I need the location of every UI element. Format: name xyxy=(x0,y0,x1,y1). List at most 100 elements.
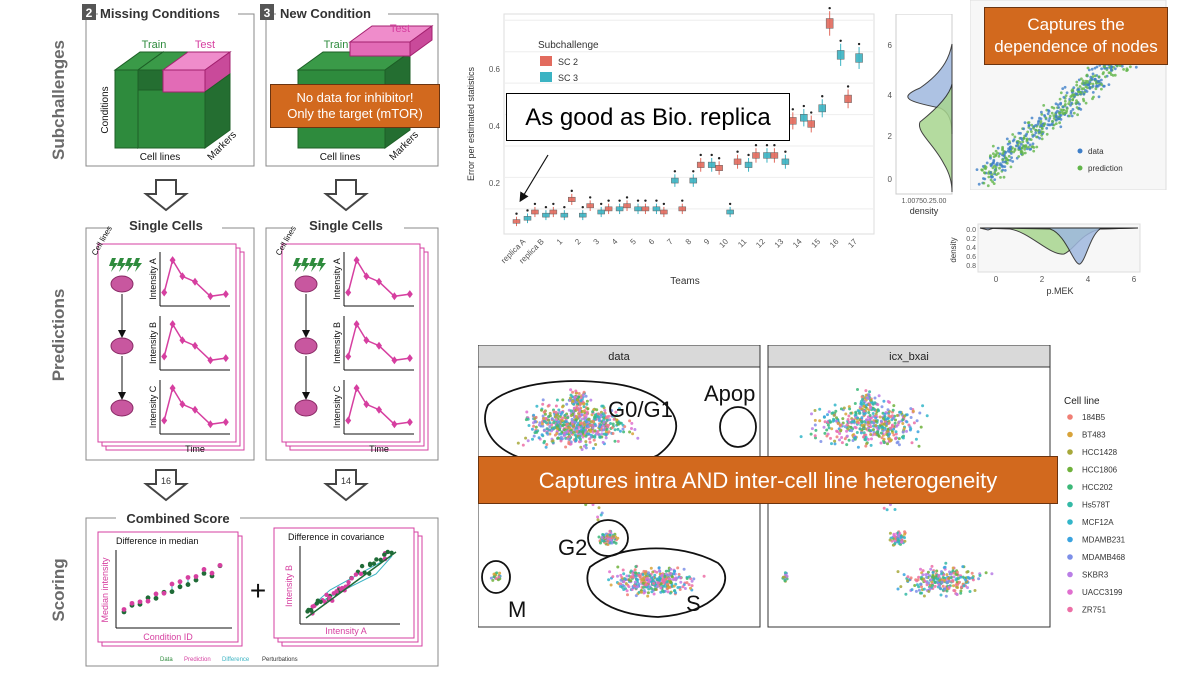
umap-point xyxy=(491,578,495,582)
side-label-scoring: Scoring xyxy=(49,558,68,621)
prediction-dot xyxy=(129,600,135,606)
umap-point xyxy=(619,573,623,577)
umap-point xyxy=(563,428,567,432)
scatter-point-prediction xyxy=(1060,110,1064,114)
umap-point xyxy=(978,574,982,577)
box xyxy=(689,177,698,184)
umap-point xyxy=(573,395,577,399)
umap-point xyxy=(570,417,574,421)
umap-point xyxy=(912,421,916,425)
scatter-point-data xyxy=(991,175,994,179)
umap-point xyxy=(521,443,525,447)
box xyxy=(770,152,779,159)
legend-cell-line: 184B5 xyxy=(1082,413,1106,422)
umap-point xyxy=(925,575,929,579)
outlier xyxy=(570,189,573,193)
box xyxy=(542,212,550,218)
umap-point xyxy=(596,412,600,416)
umap-point xyxy=(525,410,529,414)
box xyxy=(560,212,569,218)
scatter-point-data xyxy=(1068,97,1072,101)
scatter-point-data xyxy=(1110,65,1113,69)
umap-point xyxy=(556,436,560,440)
umap-point xyxy=(947,585,951,589)
boxplot-marks xyxy=(512,6,863,227)
umap-point xyxy=(842,406,846,410)
umap-point xyxy=(864,433,868,437)
umap-point xyxy=(654,588,658,591)
umap-point xyxy=(633,580,637,584)
umap-point xyxy=(556,424,560,428)
umap-point xyxy=(928,583,932,587)
prediction-dot xyxy=(185,575,191,580)
data-dot xyxy=(378,557,383,563)
umap-point xyxy=(823,431,827,435)
outlier xyxy=(607,199,610,202)
umap-point xyxy=(869,398,873,402)
umap-point xyxy=(667,577,671,581)
dens-ticks-text: 1.00750.25.00 xyxy=(902,198,947,205)
umap-point xyxy=(611,575,615,579)
scatter-point-prediction xyxy=(1045,132,1049,136)
umap-point xyxy=(922,594,926,598)
umap-point xyxy=(636,436,640,440)
box xyxy=(512,219,521,224)
umap-point xyxy=(939,593,943,597)
arrow-count-right: 14 xyxy=(341,476,351,486)
outlier xyxy=(599,202,603,206)
umap-point xyxy=(554,404,558,408)
down-arrow-icon xyxy=(323,469,369,502)
umap-point xyxy=(617,407,621,411)
umap-point xyxy=(600,539,604,542)
umap-point xyxy=(672,572,676,576)
prediction-dot xyxy=(349,576,354,581)
umap-point xyxy=(677,572,681,576)
umap-point xyxy=(886,400,890,403)
umap-point xyxy=(890,423,894,427)
umap-point xyxy=(685,581,689,585)
scatter-point-data xyxy=(1082,92,1086,96)
cell-node xyxy=(294,399,318,417)
umap-point xyxy=(888,538,892,542)
umap-point xyxy=(574,389,578,393)
scatter-point-data xyxy=(1120,64,1124,68)
umap-point xyxy=(886,429,890,433)
umap-point xyxy=(633,428,637,431)
umap-point xyxy=(941,576,945,579)
plus-icon: + xyxy=(250,575,266,606)
umap-point xyxy=(572,424,576,428)
outlier xyxy=(533,202,537,206)
umap-point xyxy=(895,424,899,428)
scatter-point-data xyxy=(1069,103,1072,107)
umap-legend-title: Cell line xyxy=(1064,396,1100,407)
legend-sc2: SC 2 xyxy=(558,57,578,67)
scatter-point-prediction xyxy=(1017,155,1021,158)
umap-point xyxy=(630,427,633,430)
scatter-point-prediction xyxy=(1029,138,1033,142)
umap-point xyxy=(864,444,868,448)
umap-point xyxy=(889,439,893,443)
umap-point xyxy=(905,413,909,417)
series-point xyxy=(179,400,186,409)
umap-point xyxy=(867,411,871,415)
umap-point xyxy=(872,424,875,428)
umap-point xyxy=(672,569,676,573)
intensity-label: Intensity C xyxy=(332,385,342,428)
outline-g0g1 xyxy=(484,380,678,468)
scatter-point-data xyxy=(1088,85,1092,89)
umap-point xyxy=(640,590,643,594)
umap-point xyxy=(911,409,915,413)
outlier xyxy=(773,143,776,147)
combined-score-title: Combined Score xyxy=(126,511,229,526)
umap-point xyxy=(608,529,612,533)
scatter-point-prediction xyxy=(1032,146,1036,149)
umap-point xyxy=(899,542,902,546)
legend-swatch xyxy=(1067,571,1073,578)
series-point xyxy=(391,356,398,365)
umap-point xyxy=(633,574,637,578)
box xyxy=(726,209,734,215)
umap-point xyxy=(554,418,558,422)
umap-point xyxy=(952,571,956,575)
umap-point xyxy=(860,423,864,427)
umap-point xyxy=(634,571,637,575)
